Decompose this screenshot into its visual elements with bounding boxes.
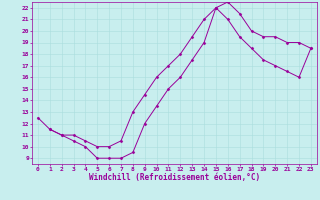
X-axis label: Windchill (Refroidissement éolien,°C): Windchill (Refroidissement éolien,°C): [89, 173, 260, 182]
